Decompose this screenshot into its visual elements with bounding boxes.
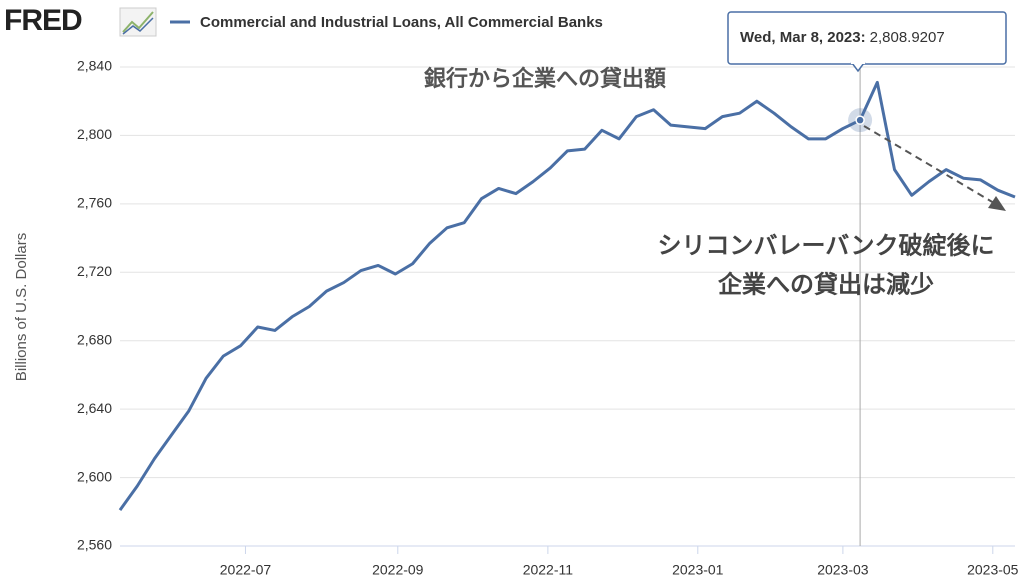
x-tick-label: 2022-07 bbox=[220, 562, 272, 578]
highlight-point bbox=[855, 115, 865, 125]
y-tick-label: 2,760 bbox=[77, 195, 112, 211]
trend-arrow bbox=[863, 125, 1006, 211]
y-tick-label: 2,800 bbox=[77, 126, 112, 142]
tooltip-value: 2,808.9207 bbox=[870, 29, 945, 46]
logo-icon bbox=[119, 7, 157, 37]
y-tick-label: 2,600 bbox=[77, 468, 112, 484]
y-tick-label: 2,640 bbox=[77, 400, 112, 416]
y-tick-label: 2,560 bbox=[77, 537, 112, 553]
y-axis-label: Billions of U.S. Dollars bbox=[13, 233, 30, 381]
line bbox=[118, 80, 1016, 511]
legend-label: Commercial and Industrial Loans, All Com… bbox=[200, 14, 603, 31]
plot: 2,560 2,600 2,640 2,680 2,720 2,760 2,800 2,840… bbox=[77, 58, 1019, 578]
x-tick-label: 2023-05 bbox=[967, 562, 1019, 578]
x-tick-label: 2023-01 bbox=[672, 562, 724, 578]
tooltip-text: Wed, Mar 8, 2023: 2,808.9207 bbox=[740, 29, 945, 46]
y-tick-label: 2,840 bbox=[77, 58, 112, 74]
x-tick-label: 2022-09 bbox=[372, 562, 424, 578]
x-tick-label: 2023-03 bbox=[817, 562, 869, 578]
annotation: 企業への貸出は減少 bbox=[718, 270, 934, 298]
tooltip: Wed, Mar 8, 2023: 2,808.9207 bbox=[727, 11, 1007, 73]
logo: FRED bbox=[4, 4, 82, 37]
tooltip-date: Wed, Mar 8, 2023: bbox=[740, 29, 866, 46]
x-tick-label: 2022-11 bbox=[523, 562, 574, 578]
annotation: 銀行から企業への貸出額 bbox=[424, 66, 666, 91]
annotation: シリコンバレーバンク破綻後に bbox=[658, 231, 995, 259]
y-tick-label: 2,680 bbox=[77, 331, 112, 347]
y-tick-label: 2,720 bbox=[77, 263, 112, 279]
